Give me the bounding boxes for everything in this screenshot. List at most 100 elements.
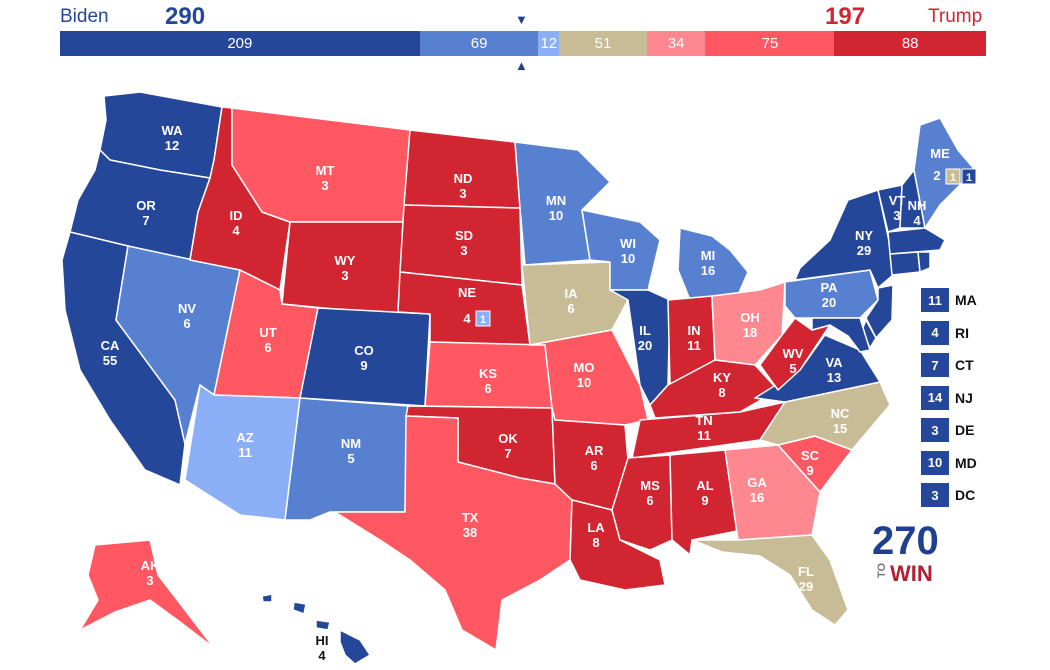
small-state-box-de[interactable]: 3 <box>921 418 949 442</box>
state-label-ev: 15 <box>833 421 847 436</box>
bar-segment: 69 <box>419 31 539 56</box>
state-label-abbr: LA <box>587 520 605 535</box>
rep-candidate-name: Trump <box>928 6 983 27</box>
dem-candidate-name: Biden <box>60 6 109 27</box>
bar-segment: 209 <box>60 31 420 56</box>
state-label-ev: 3 <box>146 573 153 588</box>
state-label-ev: 38 <box>463 525 477 540</box>
state-MA[interactable] <box>887 227 946 255</box>
us-map: WA12OR7CA55NV6ID4MT3WY3UT6AZ11CO9NM5ND3S… <box>61 91 977 665</box>
state-label-abbr: OK <box>498 431 518 446</box>
small-state-box-dc[interactable]: 3 <box>921 483 949 507</box>
marker-top-icon: ▼ <box>515 12 528 27</box>
state-label-abbr: IN <box>688 323 701 338</box>
state-label-abbr: GA <box>747 475 767 490</box>
state-label-ev: 20 <box>822 295 836 310</box>
state-label-abbr: FL <box>798 564 814 579</box>
state-label-abbr: KY <box>713 370 731 385</box>
bar-segment: 88 <box>834 31 986 56</box>
state-label-ev: 11 <box>238 445 252 460</box>
state-RI[interactable] <box>917 251 931 273</box>
bar-segment: 12 <box>538 31 560 56</box>
state-label-ev: 4 <box>232 223 240 238</box>
state-label-abbr: ID <box>230 208 243 223</box>
state-NY[interactable] <box>794 189 894 289</box>
state-AK[interactable] <box>79 539 215 649</box>
rep-total: 197 <box>825 3 866 30</box>
small-state-box-ct[interactable]: 7 <box>921 353 949 377</box>
small-state-label-ct: CT <box>955 357 974 373</box>
state-label-abbr: NY <box>855 228 873 243</box>
marker-bottom-icon: ▲ <box>515 58 528 73</box>
district-box[interactable] <box>961 168 977 185</box>
small-state-label-nj: NJ <box>955 389 973 406</box>
state-label-abbr: MN <box>546 193 566 208</box>
small-state-label-ma: MA <box>955 292 977 308</box>
state-label-abbr: NE <box>458 285 476 300</box>
state-label-ev: 10 <box>621 251 635 266</box>
small-state-box-nj[interactable]: 14 <box>921 385 949 410</box>
state-CT[interactable] <box>889 251 921 276</box>
state-GA[interactable] <box>724 444 821 541</box>
state-label-abbr: OR <box>136 198 156 213</box>
logo-number: 270 <box>872 519 939 563</box>
small-state-label-ri: RI <box>955 324 969 341</box>
state-ME[interactable] <box>913 117 976 229</box>
district-box-label: 1 <box>966 172 972 184</box>
bar-segment: 51 <box>559 31 647 56</box>
state-label-ev: 4 <box>463 311 471 326</box>
state-label-abbr: VT <box>889 193 906 208</box>
state-label-abbr: NM <box>341 436 361 451</box>
state-label-abbr: IA <box>565 286 579 301</box>
state-label-abbr: ME <box>930 146 950 161</box>
small-state-box-ma[interactable]: 11 <box>921 288 949 312</box>
small-state-box-md[interactable]: 10 <box>921 450 949 475</box>
state-FL[interactable] <box>691 534 849 626</box>
district-boxes: 1 11 <box>475 168 977 327</box>
state-label-ev: 10 <box>577 375 591 390</box>
state-labels: WA12OR7CA55NV6ID4MT3WY3UT6AZ11CO9NM5ND3S… <box>101 123 950 663</box>
state-MD[interactable] <box>811 317 871 353</box>
state-TX[interactable] <box>334 415 573 651</box>
state-label-abbr: MT <box>316 163 335 178</box>
state-label-abbr: OH <box>740 310 760 325</box>
state-label-abbr: WI <box>620 236 636 251</box>
state-label-abbr: TX <box>462 510 479 525</box>
state-label-ev: 9 <box>360 358 367 373</box>
state-label-abbr: ND <box>454 171 473 186</box>
state-label-ev: 10 <box>549 208 563 223</box>
small-state-label-de: DE <box>955 422 975 438</box>
district-box[interactable] <box>945 168 961 185</box>
district-box-label: 1 <box>950 172 956 184</box>
electoral-bar: 209 69 12 51 34 75 88 <box>60 31 986 56</box>
state-label-ev: 29 <box>857 243 871 258</box>
small-state-box-ri[interactable]: 4 <box>921 320 949 345</box>
state-label-ev: 11 <box>687 338 701 353</box>
state-label-ev: 11 <box>697 428 711 443</box>
state-MI[interactable] <box>677 227 749 301</box>
state-label-abbr: AR <box>585 443 604 458</box>
state-label-ev: 6 <box>183 316 190 331</box>
state-label-abbr: SC <box>801 448 820 463</box>
state-label-ev: 6 <box>567 301 574 316</box>
state-label-abbr: VA <box>825 355 843 370</box>
state-label-ev: 3 <box>459 186 466 201</box>
state-label-abbr: MS <box>640 478 660 493</box>
state-label-ev: 5 <box>347 451 354 466</box>
state-label-ev: 16 <box>701 263 715 278</box>
state-label-ev: 55 <box>103 353 117 368</box>
state-HI[interactable] <box>261 593 371 665</box>
logo-to: TO <box>876 562 888 578</box>
state-label-ev: 29 <box>799 579 813 594</box>
state-label-abbr: HI <box>316 633 329 648</box>
state-label-abbr: IL <box>639 323 651 338</box>
state-label-abbr: WV <box>783 346 804 361</box>
state-label-abbr: NH <box>908 198 927 213</box>
state-label-abbr: NC <box>831 406 850 421</box>
state-label-abbr: WY <box>335 253 356 268</box>
state-IA[interactable] <box>521 261 629 346</box>
state-label-ev: 12 <box>165 138 179 153</box>
district-box[interactable] <box>475 310 491 327</box>
state-label-ev: 3 <box>321 178 328 193</box>
state-label-abbr: UT <box>259 325 276 340</box>
